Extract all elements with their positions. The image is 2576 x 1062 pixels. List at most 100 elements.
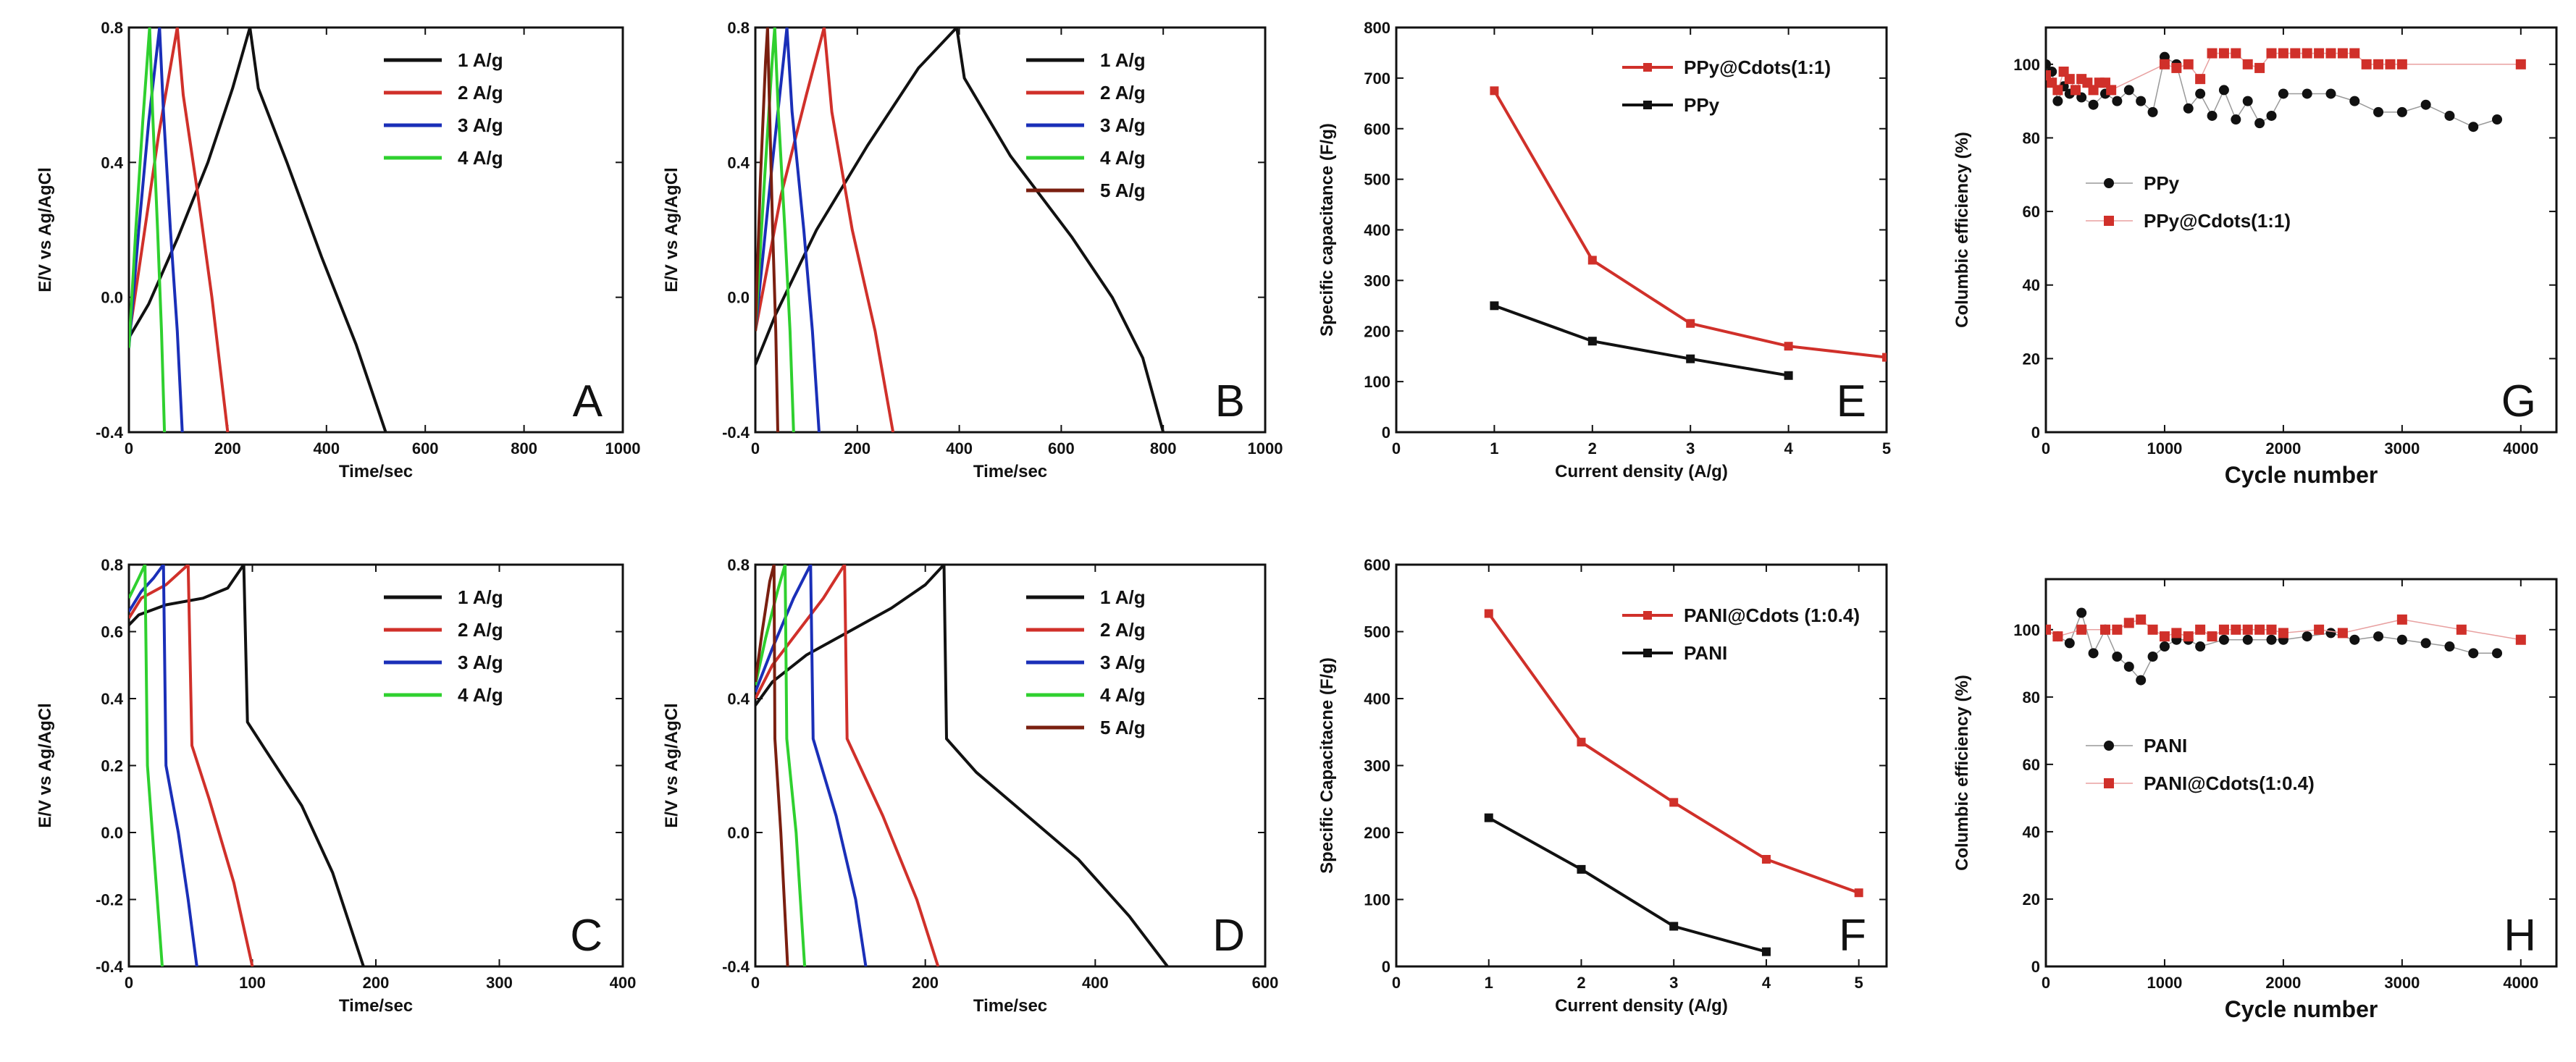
legend-label: PPy@Cdots(1:1) — [1684, 56, 1831, 78]
data-point — [2242, 624, 2253, 635]
legend-label: 1 A/g — [1100, 586, 1146, 608]
plot-layer — [2046, 48, 2526, 132]
data-point — [2266, 48, 2277, 59]
y-axis-label: E/V vs Ag/AgCl — [35, 167, 55, 292]
series-line-2-a-g — [755, 28, 895, 432]
y-axis-label: Specific capacitance (F/g) — [1317, 123, 1337, 337]
plot-layer — [755, 565, 1169, 966]
data-point — [2136, 675, 2147, 686]
legend-label: PPy — [2144, 172, 2180, 194]
data-point — [2349, 48, 2360, 59]
legend-marker — [2104, 216, 2114, 226]
y-tick-label: -0.4 — [96, 958, 124, 976]
legend-label: PANI@Cdots (1:0.4) — [1684, 604, 1860, 626]
x-axis-label: Cycle number — [2225, 996, 2378, 1022]
series-line-ppy — [1493, 304, 1789, 377]
legend-label: 2 A/g — [1100, 82, 1146, 104]
data-point — [2076, 624, 2087, 635]
data-point — [1854, 888, 1863, 898]
series-line-1-a-g — [755, 565, 1169, 966]
y-tick-label: 60 — [2023, 756, 2040, 774]
x-tick-label: 0 — [751, 439, 760, 458]
y-tick-label: 0.0 — [101, 824, 123, 842]
x-tick-label: 400 — [610, 974, 637, 992]
data-point — [2195, 624, 2206, 635]
data-point — [2266, 624, 2277, 635]
data-point — [2349, 634, 2360, 645]
legend-label: 1 A/g — [458, 49, 503, 71]
y-tick-label: 300 — [1364, 271, 1390, 290]
plot-frame — [2044, 26, 2558, 434]
data-point — [2070, 85, 2081, 96]
data-point — [1761, 855, 1771, 864]
data-point — [2302, 631, 2312, 642]
legend-label: 2 A/g — [1100, 619, 1146, 641]
y-tick-label: 60 — [2023, 203, 2040, 221]
series-line-2-a-g — [755, 565, 940, 966]
legend-marker — [1643, 649, 1652, 657]
panel-letter: B — [1215, 376, 1245, 426]
data-point — [2064, 74, 2075, 85]
y-tick-label: 40 — [2023, 277, 2040, 295]
data-point — [1784, 342, 1793, 351]
x-tick-label: 2 — [1588, 439, 1597, 458]
x-tick-label: 400 — [1082, 974, 1109, 992]
series-line-3-a-g — [755, 565, 868, 966]
x-tick-label: 600 — [1048, 439, 1075, 458]
panel-F: 0 1 2 3 4 5 0 100 200 300 400 500 600 Current density… — [1317, 556, 1888, 1016]
plot-frame — [1395, 26, 1888, 434]
x-tick-label: 4000 — [2503, 439, 2538, 458]
x-tick-label: 3 — [1669, 974, 1678, 992]
y-tick-label: 0.4 — [101, 153, 123, 172]
plot-frame — [754, 563, 1267, 968]
data-point — [2046, 624, 2051, 635]
y-tick-label: -0.2 — [96, 891, 123, 909]
x-tick-label: 4 — [1762, 974, 1771, 992]
panel-C: 0 100 200 300 400 -0.4 -0.2 0.0 0.2 0.4 0.6 0.8 Time… — [35, 556, 636, 1016]
x-axis-label: Cycle number — [2225, 462, 2378, 488]
data-point — [2515, 634, 2526, 645]
data-point — [2492, 648, 2503, 659]
x-tick-label: 5 — [1855, 974, 1863, 992]
y-tick-label: 80 — [2023, 688, 2040, 707]
data-point — [2325, 88, 2336, 99]
data-point — [2088, 99, 2099, 110]
x-tick-label: 100 — [239, 974, 266, 992]
x-axis-label: Current density (A/g) — [1555, 462, 1728, 481]
data-point — [2231, 624, 2241, 635]
panel-G: 0 1000 2000 3000 4000 0 20 40 60 80 100 Cycle numbe… — [1952, 26, 2558, 488]
series-line-ppy-cdots-1-1- — [1493, 90, 1887, 359]
data-point — [2136, 614, 2147, 625]
data-point — [2242, 59, 2253, 69]
legend-marker — [2104, 778, 2114, 788]
series-line-5-a-g — [755, 28, 779, 432]
data-point — [2444, 110, 2455, 121]
x-axis-label: Time/sec — [973, 996, 1047, 1016]
data-point — [2147, 652, 2158, 662]
data-point — [2337, 628, 2348, 639]
data-point — [2373, 59, 2384, 69]
data-point — [2183, 59, 2194, 69]
plot-frame — [754, 26, 1267, 434]
legend-label: 5 A/g — [1100, 180, 1146, 201]
series-line-4-a-g — [755, 565, 807, 966]
data-point — [1686, 354, 1695, 363]
data-point — [1490, 86, 1499, 96]
y-tick-label: 0.2 — [101, 757, 123, 775]
data-point — [1686, 319, 1695, 328]
data-point — [2076, 607, 2087, 618]
y-tick-label: 100 — [1364, 891, 1390, 909]
data-point — [2254, 118, 2265, 129]
data-point — [2064, 638, 2075, 649]
series-connector — [2046, 52, 2521, 91]
data-point — [2254, 624, 2265, 635]
data-point — [2183, 631, 2194, 642]
y-axis-label: Columbic efficiency (%) — [1952, 675, 1972, 871]
data-point — [1587, 256, 1597, 265]
data-point — [2112, 624, 2123, 635]
panel-letter: E — [1837, 376, 1866, 426]
data-point — [1669, 798, 1679, 807]
x-tick-label: 0 — [2042, 974, 2050, 992]
legend-label: 4 A/g — [458, 684, 503, 706]
legend-marker — [1643, 63, 1652, 72]
